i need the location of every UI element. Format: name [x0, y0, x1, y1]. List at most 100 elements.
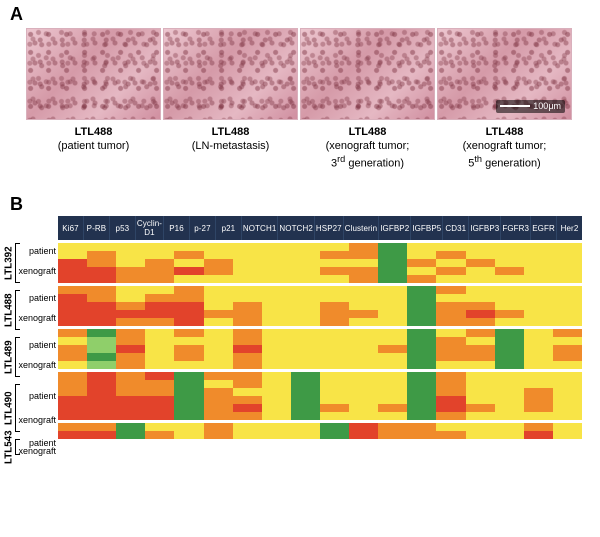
heatmap-row	[58, 353, 582, 361]
heatmap-cell	[204, 380, 233, 388]
heatmap-cell	[349, 404, 378, 412]
heatmap-cell	[495, 404, 524, 412]
heatmap-cell	[407, 345, 436, 353]
heatmap-cell	[495, 267, 524, 275]
heatmap-cell	[349, 329, 378, 337]
heatmap-cell	[174, 337, 203, 345]
heatmap-cell	[58, 337, 87, 345]
heatmap-cell	[233, 404, 262, 412]
heatmap-cell	[116, 396, 145, 404]
heatmap-cell	[349, 396, 378, 404]
heatmap-cell	[349, 345, 378, 353]
heatmap-cell	[524, 388, 553, 396]
heatmap-cell	[378, 337, 407, 345]
heatmap-cell	[436, 302, 465, 310]
heatmap-cell	[495, 275, 524, 283]
heatmap-cell	[58, 431, 87, 439]
heatmap-cell	[87, 294, 116, 302]
heatmap-column-header: p21	[216, 216, 242, 240]
heatmap-cell	[436, 259, 465, 267]
heatmap-cell	[145, 380, 174, 388]
heatmap-cell	[87, 345, 116, 353]
heatmap-group	[58, 423, 582, 439]
heatmap-cell	[407, 372, 436, 380]
heatmap-cell	[262, 275, 291, 283]
heatmap-cell	[87, 380, 116, 388]
heatmap-cell	[349, 294, 378, 302]
heatmap-cell	[407, 337, 436, 345]
heatmap-cell	[495, 396, 524, 404]
heatmap-cell	[524, 353, 553, 361]
heatmap-cell	[553, 302, 582, 310]
heatmap-cell	[204, 345, 233, 353]
heatmap-cell	[262, 286, 291, 294]
heatmap-column-header: CD31	[443, 216, 469, 240]
heatmap-cell	[436, 396, 465, 404]
heatmap-cell	[233, 243, 262, 251]
heatmap-cell	[524, 380, 553, 388]
heatmap-cell	[87, 310, 116, 318]
heatmap-cell	[87, 275, 116, 283]
heatmap-cell	[524, 286, 553, 294]
heatmap-cell	[349, 310, 378, 318]
heatmap-cell	[495, 412, 524, 420]
heatmap-cell	[233, 380, 262, 388]
heatmap-cell	[436, 361, 465, 369]
heatmap-cell	[553, 243, 582, 251]
heatmap-cell	[378, 404, 407, 412]
heatmap-cell	[291, 251, 320, 259]
heatmap-cell	[262, 267, 291, 275]
heatmap-cell	[407, 412, 436, 420]
heatmap-cell	[495, 353, 524, 361]
heatmap-cell	[291, 329, 320, 337]
heatmap-cell	[116, 380, 145, 388]
heatmap-cell	[378, 431, 407, 439]
heatmap-cell	[204, 431, 233, 439]
heatmap-cell	[145, 310, 174, 318]
histology-row: LTL488(patient tumor)LTL488(LN-metastasi…	[26, 28, 572, 171]
heatmap-cell	[262, 243, 291, 251]
heatmap-cell	[378, 353, 407, 361]
heatmap-cell	[87, 404, 116, 412]
heatmap-cell	[320, 310, 349, 318]
heatmap-cell	[262, 337, 291, 345]
heatmap-cell	[524, 294, 553, 302]
heatmap-cell	[320, 431, 349, 439]
heatmap-section-label: xenograft	[12, 446, 56, 456]
heatmap-cell	[174, 388, 203, 396]
heatmap-cell	[407, 302, 436, 310]
heatmap-cell	[116, 431, 145, 439]
heatmap-section-label: xenograft	[12, 313, 56, 323]
heatmap-cell	[174, 275, 203, 283]
heatmap-cell	[495, 310, 524, 318]
heatmap-section-label: xenograft	[12, 360, 56, 370]
heatmap-cell	[145, 396, 174, 404]
heatmap-cell	[378, 259, 407, 267]
heatmap-cell	[233, 396, 262, 404]
heatmap-cell	[495, 243, 524, 251]
heatmap-cell	[87, 243, 116, 251]
heatmap-cell	[145, 275, 174, 283]
heatmap-cell	[436, 404, 465, 412]
histology-caption-sub: (xenograft tumor;	[300, 140, 435, 154]
heatmap-cell	[145, 412, 174, 420]
heatmap-cell	[116, 251, 145, 259]
scalebar-text: 100μm	[533, 101, 561, 111]
heatmap-row	[58, 329, 582, 337]
heatmap-row	[58, 423, 582, 431]
heatmap-cell	[553, 251, 582, 259]
heatmap-cell	[524, 361, 553, 369]
heatmap-cell	[320, 396, 349, 404]
heatmap-cell	[174, 329, 203, 337]
heatmap-cell	[378, 243, 407, 251]
heatmap-cell	[116, 329, 145, 337]
heatmap-cell	[349, 302, 378, 310]
heatmap-cell	[233, 286, 262, 294]
heatmap-cell	[291, 243, 320, 251]
heatmap-cell	[174, 302, 203, 310]
heatmap-cell	[466, 372, 495, 380]
heatmap-cell	[145, 337, 174, 345]
heatmap-cell	[262, 294, 291, 302]
heatmap-cell	[291, 431, 320, 439]
heatmap-cell	[524, 337, 553, 345]
